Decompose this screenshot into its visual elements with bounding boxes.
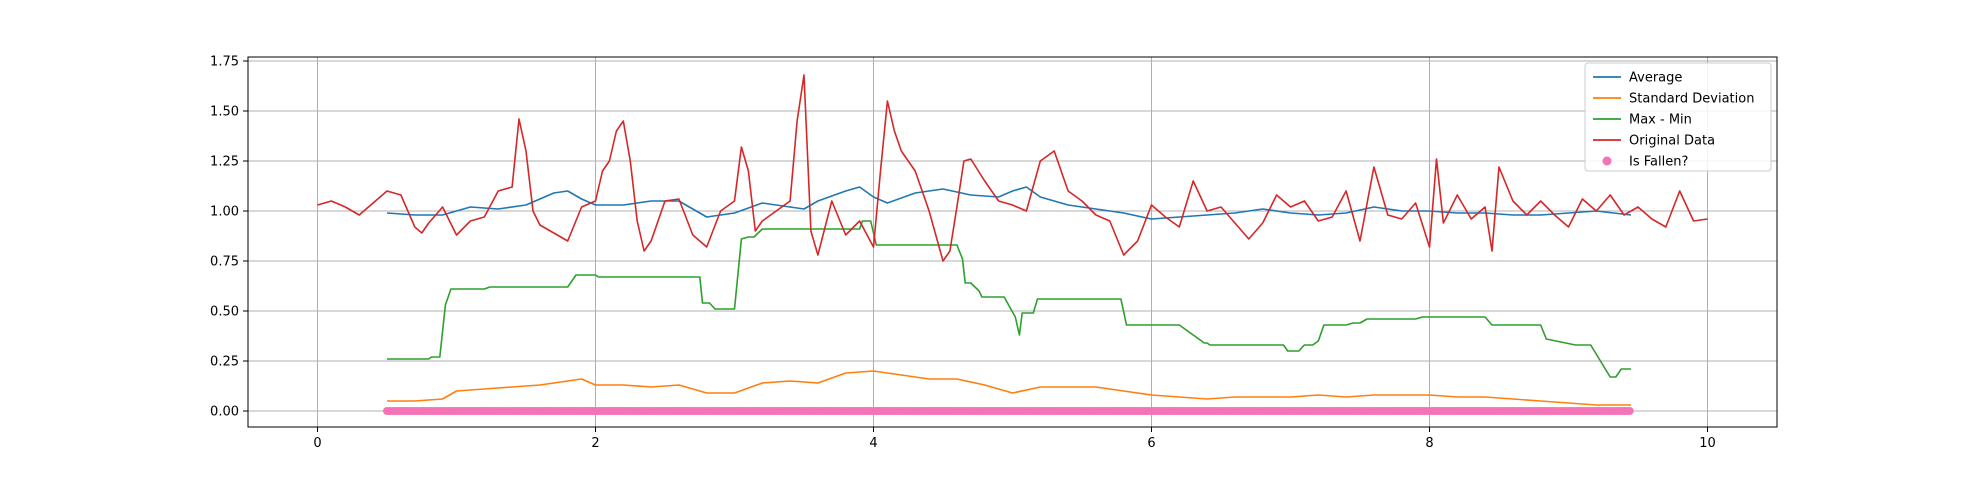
series-line-max-min <box>387 220 1631 378</box>
legend-label-is-fallen: Is Fallen? <box>1629 155 1688 170</box>
axis-ticks: 0 2 4 6 8 10 0.00 0.25 0.50 0.75 1.00 1.25 1.50 1.75 <box>210 55 1716 452</box>
scatter-point <box>1625 407 1634 415</box>
x-tick-label: 8 <box>1425 436 1433 451</box>
series-line-standard-deviation <box>387 370 1631 406</box>
x-tick-label: 4 <box>869 436 877 451</box>
series-group <box>317 74 1708 415</box>
y-tick-label: 0.25 <box>210 355 239 370</box>
y-tick-label: 0.75 <box>210 255 239 270</box>
x-tick-label: 0 <box>313 436 321 451</box>
legend: Average Standard Deviation Max - Min Origin… <box>1584 62 1772 172</box>
y-tick-label: 0.00 <box>210 405 239 420</box>
legend-swatch-is-fallen <box>1602 156 1612 166</box>
x-tick-label: 10 <box>1699 436 1716 451</box>
y-tick-label: 0.50 <box>210 305 239 320</box>
legend-box <box>1584 62 1772 172</box>
series-line-average <box>386 186 1632 220</box>
axes-frame <box>247 56 1778 428</box>
plot-area <box>317 74 1708 415</box>
y-tick-label: 1.50 <box>210 105 239 120</box>
series-points-is-fallen <box>383 407 1634 415</box>
series-line-original-data <box>317 74 1708 262</box>
legend-label-original-data: Original Data <box>1629 134 1715 149</box>
y-tick-label: 1.00 <box>210 205 239 220</box>
x-tick-label: 2 <box>591 436 599 451</box>
y-tick-label: 1.25 <box>210 155 239 170</box>
legend-label-max-min: Max - Min <box>1629 113 1692 128</box>
legend-label-standard-deviation: Standard Deviation <box>1629 92 1754 107</box>
legend-label-average: Average <box>1629 71 1682 86</box>
x-tick-label: 6 <box>1147 436 1155 451</box>
y-tick-label: 1.75 <box>210 55 239 70</box>
